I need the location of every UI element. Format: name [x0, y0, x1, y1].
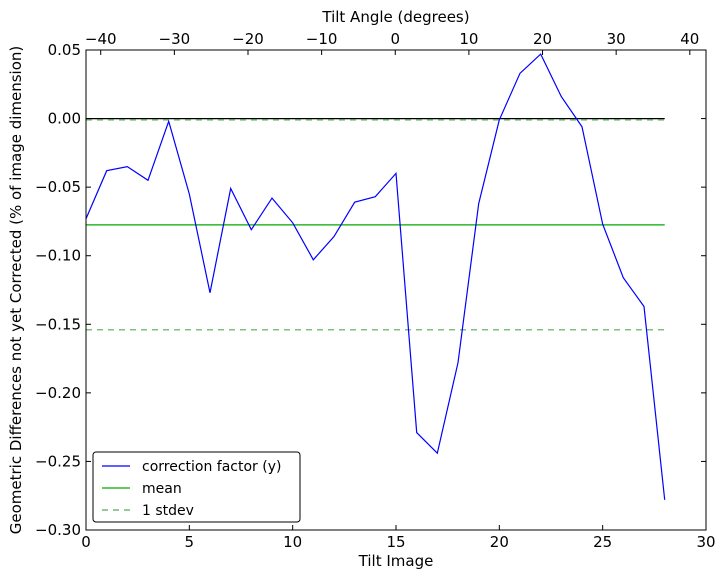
top-x-tick-label: 30	[607, 30, 626, 48]
y-tick-label: −0.25	[35, 452, 81, 470]
top-x-tick-label: −20	[232, 30, 264, 48]
top-x-tick-label: −40	[85, 30, 117, 48]
y-tick-label: −0.20	[35, 384, 81, 402]
top-x-tick-label: 20	[533, 30, 552, 48]
x-tick-label: 25	[593, 533, 612, 551]
y-tick-label: −0.05	[35, 178, 81, 196]
x-tick-label: 5	[185, 533, 195, 551]
y-tick-label: −0.10	[35, 247, 81, 265]
x-tick-label: 0	[81, 533, 91, 551]
legend: correction factor (y) mean 1 stdev	[92, 451, 301, 523]
top-x-tick-label: 40	[680, 30, 699, 48]
y-tick-label: 0.00	[48, 110, 81, 128]
x-axis-label: Tilt Image	[358, 552, 434, 570]
legend-label: correction factor (y)	[142, 459, 281, 475]
legend-label: 1 stdev	[142, 503, 194, 519]
top-x-tick-label: −30	[159, 30, 191, 48]
top-x-tick-label: 0	[390, 30, 400, 48]
series-line-correction-factor-y-	[85, 53, 666, 500]
x-tick-label: 20	[490, 533, 509, 551]
top-x-tick-label: −10	[306, 30, 338, 48]
x-tick-label: 10	[283, 533, 302, 551]
axes: 0 5 10 15 20 25 30 0.05 0.00 −0.05 −0.10 −0.15 −0.20…	[35, 30, 716, 551]
top-x-axis-label: Tilt Angle (degrees)	[321, 8, 469, 26]
y-tick-label: −0.15	[35, 315, 81, 333]
y-axis-label: Geometric Differences not yet Corrected …	[7, 46, 25, 535]
plot-lines	[85, 53, 666, 500]
y-tick-label: 0.05	[48, 41, 81, 59]
top-x-tick-label: 10	[459, 30, 478, 48]
legend-box	[92, 451, 301, 523]
y-tick-label: −0.30	[35, 521, 81, 539]
legend-label: mean	[142, 481, 182, 497]
x-tick-label: 30	[696, 533, 715, 551]
x-tick-label: 15	[386, 533, 405, 551]
